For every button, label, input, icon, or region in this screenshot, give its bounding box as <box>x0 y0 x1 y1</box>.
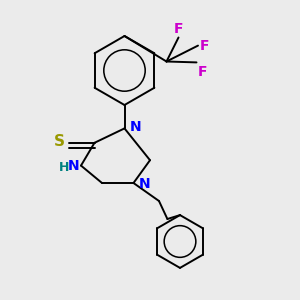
Text: N: N <box>139 178 151 191</box>
Text: N: N <box>68 159 80 172</box>
Text: F: F <box>174 22 183 36</box>
Text: F: F <box>200 39 209 52</box>
Text: H: H <box>59 160 70 174</box>
Text: S: S <box>53 134 64 149</box>
Text: N: N <box>130 120 142 134</box>
Text: F: F <box>198 65 208 80</box>
